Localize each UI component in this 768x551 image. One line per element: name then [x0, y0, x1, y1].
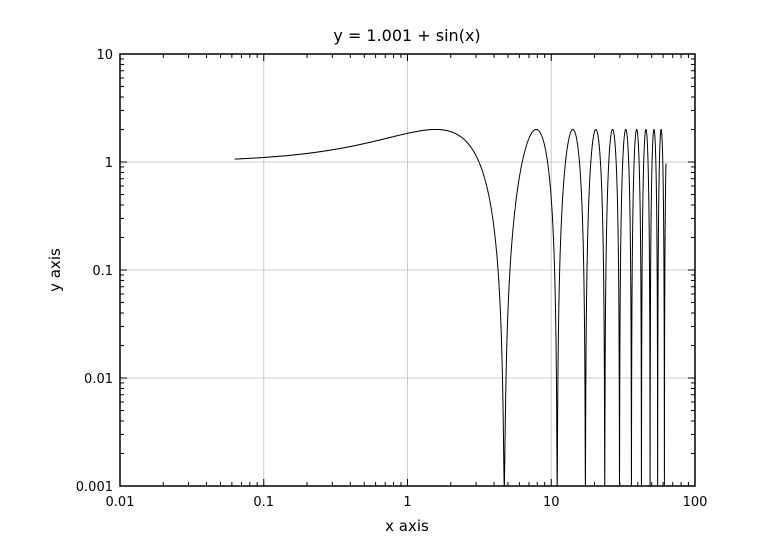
series-layer — [234, 128, 667, 487]
y-tick-label: 10 — [96, 48, 113, 63]
x-tick-label: 0.1 — [253, 495, 274, 510]
x-tick-labels: 0.01 0.1 1 10 100 — [106, 495, 708, 510]
y-tick-label: 0.1 — [92, 264, 113, 279]
grid — [120, 54, 695, 486]
x-axis-title: x axis — [385, 517, 429, 535]
plot-frame — [119, 53, 696, 487]
y-tick-labels: 0.001 0.01 0.1 1 10 — [76, 48, 113, 495]
x-tick-label: 1 — [403, 495, 411, 510]
y-tick-label: 0.001 — [76, 480, 113, 495]
x-tick-label: 10 — [543, 495, 560, 510]
x-tick-label: 0.01 — [106, 495, 135, 510]
series-line — [234, 128, 667, 487]
y-axis-title: y axis — [46, 248, 64, 292]
x-tick-label: 100 — [683, 495, 708, 510]
y-tick-label: 1 — [105, 156, 113, 171]
y-tick-label: 0.01 — [84, 372, 113, 387]
chart-title: y = 1.001 + sin(x) — [333, 26, 480, 45]
